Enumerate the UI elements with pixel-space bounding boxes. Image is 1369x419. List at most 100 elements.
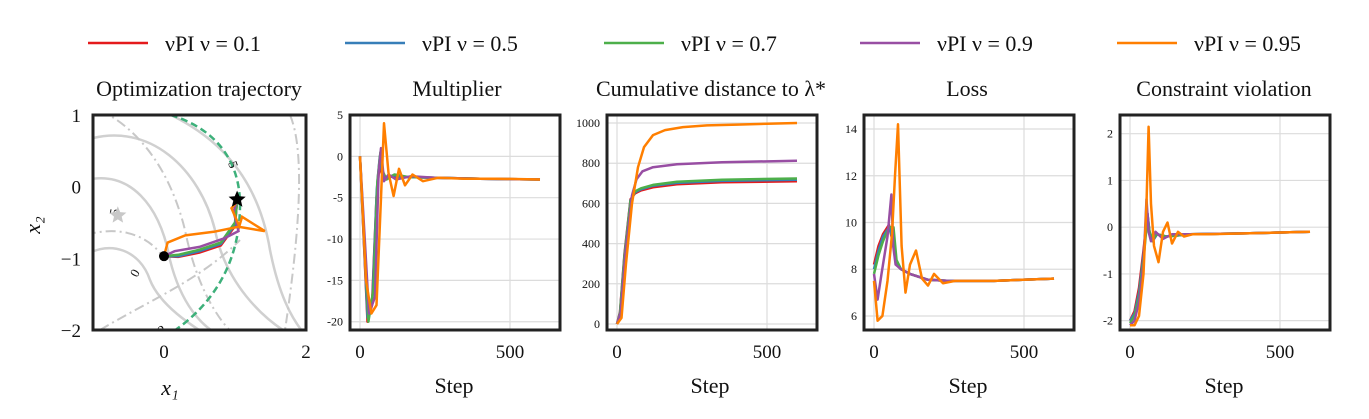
contour-line — [93, 177, 214, 330]
contour-line-dashdot — [107, 115, 231, 330]
chart-title: Cumulative distance to λ* — [596, 76, 826, 101]
y-tick-label: -15 — [327, 273, 343, 287]
x-tick-label: 500 — [496, 342, 525, 363]
series-line — [872, 123, 1055, 322]
legend-entry: νPI ν = 0.7 — [604, 31, 777, 56]
series-line — [615, 121, 798, 325]
y-tick-label: −2 — [61, 321, 81, 342]
constrained-optimum-marker — [228, 190, 246, 207]
legend-entry: νPI ν = 0.95 — [1117, 31, 1301, 56]
axis-label-x: x₁ — [160, 375, 178, 400]
panel-multiplier: Multiplier 0 500 5 0 -5 -10 -15 -20 Step — [327, 76, 562, 398]
y-tick-label: 400 — [582, 237, 600, 251]
chart-title: Optimization trajectory — [96, 76, 302, 101]
contour-line — [167, 115, 303, 330]
constraint-boundary — [166, 115, 242, 330]
contour-line — [93, 246, 202, 330]
legend: νPI ν = 0.1 νPI ν = 0.5 νPI ν = 0.7 νPI … — [88, 31, 1301, 56]
series-line — [358, 146, 541, 315]
contour-layer: 5 5 0 2 — [93, 115, 303, 337]
x-tick-label: 500 — [1010, 342, 1039, 363]
chart-title: Constraint violation — [1136, 76, 1311, 101]
y-tick-label: 600 — [582, 196, 600, 210]
y-tick-label: -10 — [327, 232, 343, 246]
y-tick-label: 6 — [851, 309, 857, 323]
contour-line-dashdot — [93, 230, 166, 261]
legend-label: νPI ν = 0.9 — [937, 31, 1033, 56]
axes-frame — [605, 113, 819, 332]
x-tick-label: 0 — [159, 342, 169, 363]
x-tick-label: 0 — [869, 342, 879, 363]
x-tick-label: 500 — [1266, 342, 1295, 363]
contour-label: 0 — [127, 266, 143, 279]
legend-entry: νPI ν = 0.1 — [88, 31, 261, 56]
legend-label: νPI ν = 0.95 — [1194, 31, 1301, 56]
y-tick-label: 10 — [845, 216, 857, 230]
x-tick-label: 0 — [355, 342, 365, 363]
series-line — [615, 177, 798, 325]
series-line — [615, 159, 798, 325]
y-tick-label: 1000 — [576, 116, 600, 130]
contour-label: 5 — [225, 159, 241, 170]
start-point-marker — [159, 251, 169, 262]
y-tick-label: -5 — [333, 191, 343, 205]
series-line — [1130, 125, 1311, 327]
y-tick-label: 2 — [1107, 127, 1113, 141]
series-layer — [358, 122, 541, 323]
legend-entry: νPI ν = 0.5 — [345, 31, 518, 56]
y-tick-label: 0 — [72, 178, 82, 199]
series-line — [1129, 197, 1311, 327]
axes-frame — [862, 113, 1076, 332]
axes-frame — [91, 113, 308, 332]
y-tick-label: 8 — [851, 262, 857, 276]
panel-constraint-violation: Constraint violation 0 500 2 1 0 -1 -2 Step — [1103, 76, 1332, 398]
trajectory-line — [162, 199, 266, 257]
y-tick-label: 1 — [72, 106, 82, 127]
contour-label: 5 — [106, 208, 122, 217]
panel-cumulative-distance: Cumulative distance to λ* 0 500 0 200 400 600… — [576, 76, 826, 398]
y-tick-label: 12 — [845, 169, 857, 183]
axis-label-y: x₂ — [20, 216, 45, 235]
y-tick-label: 5 — [337, 108, 343, 122]
chart-title: Loss — [946, 76, 988, 101]
legend-label: νPI ν = 0.1 — [165, 31, 261, 56]
y-tick-label: 0 — [1107, 220, 1113, 234]
axes-frame — [1118, 113, 1332, 332]
axis-label-x: Step — [948, 373, 987, 398]
x-tick-label: 0 — [612, 342, 622, 363]
series-layer — [615, 121, 798, 325]
series-layer — [872, 123, 1055, 322]
y-tick-label: 0 — [594, 317, 600, 331]
y-tick-label: 1 — [1107, 173, 1113, 187]
series-line — [1128, 211, 1311, 322]
series-line — [1128, 211, 1311, 322]
y-tick-label: 0 — [337, 149, 343, 163]
contour-line-dashdot — [99, 239, 241, 330]
y-tick-label: -2 — [1103, 314, 1113, 328]
x-tick-label: 0 — [1125, 342, 1135, 363]
y-tick-label: 800 — [582, 156, 600, 170]
axis-label-x: Step — [690, 373, 729, 398]
series-line — [358, 122, 541, 315]
y-tick-label: 14 — [845, 122, 857, 136]
y-tick-label: 200 — [582, 277, 600, 291]
unconstrained-optimum-marker — [109, 206, 127, 223]
axes-frame — [348, 113, 562, 332]
panel-loss: Loss 0 500 14 12 10 8 6 Step — [845, 76, 1076, 398]
y-tick-label: -20 — [327, 315, 343, 329]
series-layer — [1128, 125, 1311, 327]
y-tick-label: -1 — [1103, 267, 1113, 281]
x-tick-label: 500 — [753, 342, 782, 363]
chart-title: Multiplier — [412, 76, 502, 101]
contour-line-dashdot — [284, 115, 301, 330]
panel-optimization-trajectory: Optimization trajectory 5 5 0 2 0 2 1 0 −1 −2… — [20, 76, 311, 400]
legend-label: νPI ν = 0.5 — [422, 31, 518, 56]
legend-entry: νPI ν = 0.9 — [860, 31, 1033, 56]
axis-label-x: Step — [1204, 373, 1243, 398]
legend-label: νPI ν = 0.7 — [681, 31, 777, 56]
contour-label: 2 — [155, 322, 170, 337]
y-tick-label: −1 — [61, 249, 81, 270]
x-tick-label: 2 — [301, 342, 311, 363]
axis-label-x: Step — [434, 373, 473, 398]
